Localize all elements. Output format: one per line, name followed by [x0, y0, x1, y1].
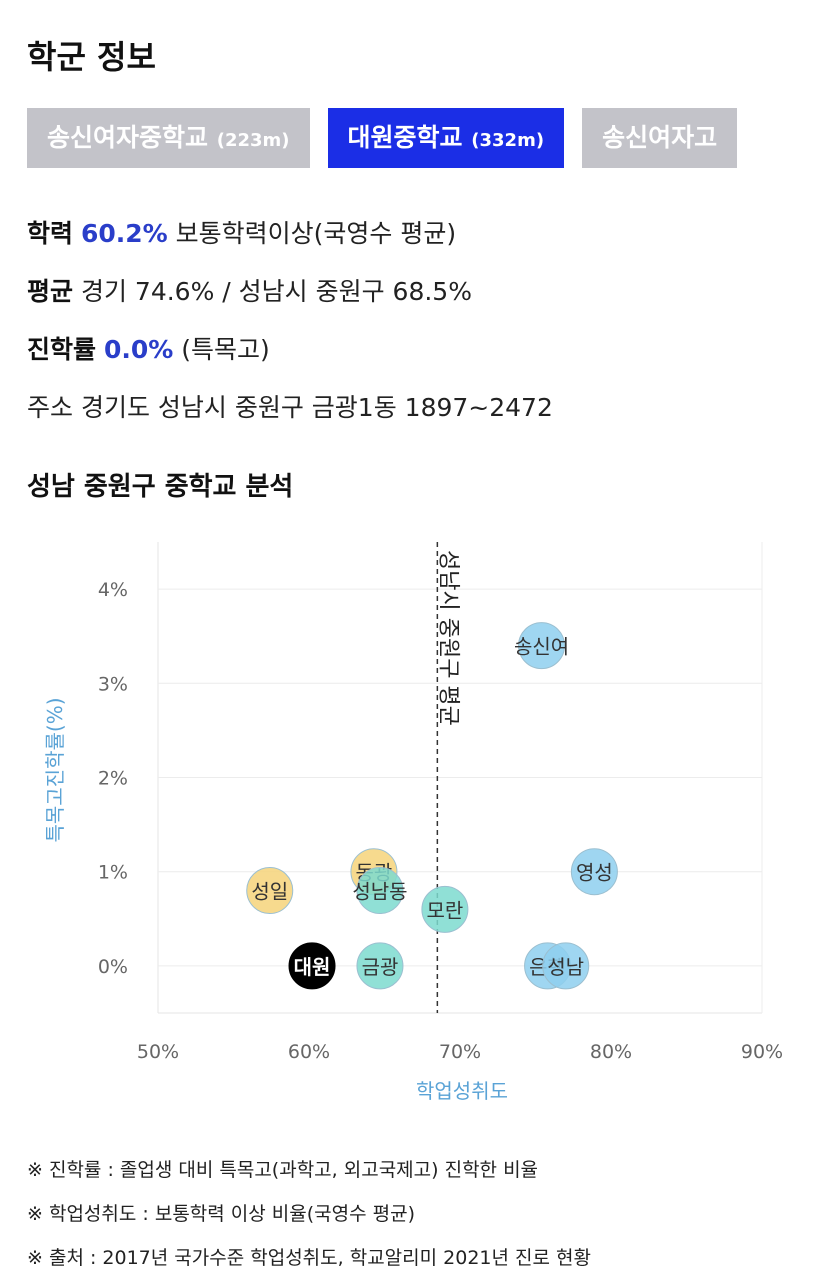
tab-songsin-girls-high[interactable]: 송신여자고: [582, 108, 738, 168]
tab-songsin-girls-middle[interactable]: 송신여자중학교 (223m): [27, 108, 310, 168]
y-tick-label: 0%: [98, 956, 128, 978]
data-point-label: 영성: [576, 861, 613, 885]
achievement-label: 학력: [27, 219, 74, 248]
note-advancement: ※ 진학률 : 졸업생 대비 특목고(과학고, 외고국제고) 진학한 비율: [27, 1159, 539, 1181]
advancement-desc: (특목고): [181, 335, 270, 364]
data-point: [518, 622, 566, 670]
y-axis-label: 특목고진학률(%): [43, 697, 67, 842]
data-point-label: 성남동: [352, 880, 407, 904]
data-point-label: 송신여: [514, 635, 569, 659]
tab-distance: (332m): [471, 130, 545, 151]
x-tick-label: 70%: [439, 1041, 481, 1063]
average-label: 평균: [27, 277, 74, 306]
scatter-chart: 0% 1% 2% 3% 4% 50% 60% 70% 80% 90% 성남시 중원구 평균 송신여…: [43, 542, 783, 1103]
y-tick-label: 1%: [98, 862, 128, 884]
data-point-label: 성남: [547, 955, 584, 979]
x-tick-label: 60%: [288, 1041, 330, 1063]
data-point-label: 모란: [426, 898, 463, 922]
average-row: 평균 경기 74.6% / 성남시 중원구 68.5%: [27, 272, 472, 308]
y-tick-label: 2%: [98, 768, 128, 790]
y-tick-label: 3%: [98, 673, 128, 695]
data-point: [356, 942, 404, 990]
data-point: [542, 942, 590, 990]
advancement-value: 0.0%: [103, 335, 174, 364]
note-achievement: ※ 학업성취도 : 보통학력 이상 비율(국영수 평균): [27, 1203, 416, 1225]
achievement-value: 60.2%: [80, 219, 168, 248]
advancement-row: 진학률 0.0% (특목고): [27, 330, 270, 366]
reference-line-label: 성남시 중원구 평균: [435, 550, 460, 726]
tab-name: 대원중학교: [347, 123, 463, 152]
tab-name: 송신여자고: [602, 123, 718, 152]
data-point-label: 대원: [294, 955, 331, 979]
achievement-desc: 보통학력이상(국영수 평균): [175, 219, 457, 248]
data-point: [421, 885, 469, 933]
address-value: 경기도 성남시 중원구 금광1동 1897~2472: [80, 393, 553, 422]
data-point: [570, 848, 618, 896]
data-point: [246, 867, 294, 915]
tab-distance: (223m): [216, 130, 290, 151]
tab-name: 송신여자중학교: [47, 123, 209, 152]
reference-line-group: 성남시 중원구 평균: [435, 542, 460, 1013]
data-point-label: 금광: [362, 955, 399, 979]
x-tick-label: 90%: [741, 1041, 783, 1063]
achievement-row: 학력 60.2% 보통학력이상(국영수 평균): [27, 214, 456, 250]
average-desc: 경기 74.6% / 성남시 중원구 68.5%: [80, 277, 472, 306]
x-tick-label: 50%: [137, 1041, 179, 1063]
chart-title: 성남 중원구 중학교 분석: [27, 472, 294, 502]
x-axis-label: 학업성취도: [416, 1079, 508, 1103]
data-point-label: 성일: [251, 880, 288, 904]
note-source: ※ 출처 : 2017년 국가수준 학업성취도, 학교알리미 2021년 진로 …: [27, 1247, 591, 1269]
school-tabs: 송신여자중학교 (223m) 대원중학교 (332m) 송신여자고: [27, 108, 787, 168]
address-label: 주소: [27, 393, 74, 422]
chart-ticks: 0% 1% 2% 3% 4% 50% 60% 70% 80% 90%: [98, 579, 783, 1063]
data-point: [288, 942, 336, 990]
x-tick-label: 80%: [590, 1041, 632, 1063]
data-point: [356, 867, 404, 915]
address-row: 주소 경기도 성남시 중원구 금광1동 1897~2472: [27, 388, 553, 424]
y-tick-label: 4%: [98, 579, 128, 601]
tab-daewon-middle[interactable]: 대원중학교 (332m): [327, 108, 565, 168]
advancement-label: 진학률: [27, 335, 97, 364]
chart-points: 송신여영성성일동광성남동모란대원금광은행성남: [246, 622, 618, 990]
section-title: 학군 정보: [27, 38, 156, 76]
